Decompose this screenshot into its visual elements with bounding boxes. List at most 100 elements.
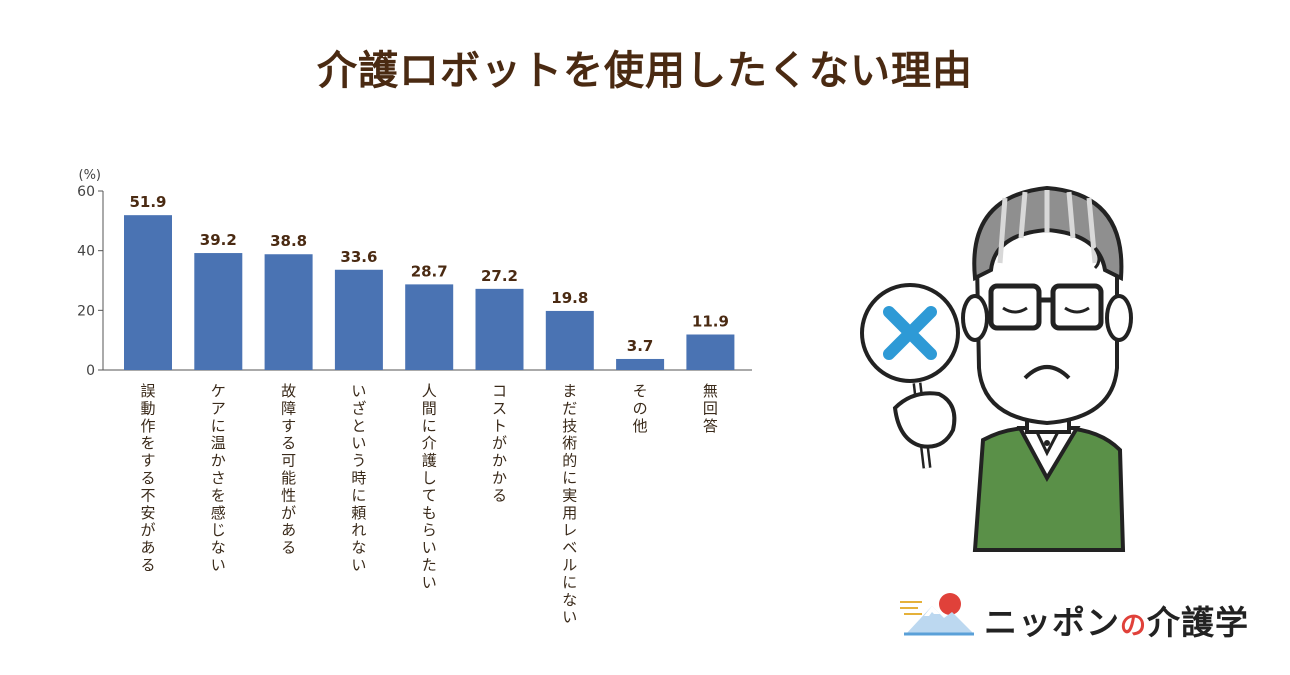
svg-text:か: か [492, 452, 507, 470]
elderly-man-illustration [860, 185, 1133, 552]
svg-text:い: い [351, 434, 366, 452]
svg-text:そ: そ [633, 382, 648, 400]
svg-text:他: 他 [633, 417, 648, 435]
svg-text:に: に [211, 417, 226, 435]
svg-text:ベ: ベ [562, 539, 577, 557]
svg-text:能: 能 [281, 469, 296, 487]
svg-text:る: る [140, 556, 155, 574]
svg-text:る: る [140, 469, 155, 487]
y-tick-label: 0 [86, 363, 95, 379]
svg-text:ア: ア [211, 399, 226, 417]
svg-text:性: 性 [281, 486, 296, 504]
bar [264, 254, 313, 370]
svg-text:な: な [562, 591, 577, 609]
svg-text:が: が [281, 504, 296, 522]
svg-text:誤: 誤 [140, 382, 155, 400]
bar-value-label: 3.7 [627, 337, 654, 355]
bar [194, 253, 243, 370]
svg-text:レ: レ [562, 521, 577, 539]
category-label: 無回答 [703, 382, 718, 435]
svg-text:に: に [562, 573, 577, 591]
svg-text:か: か [492, 469, 507, 487]
svg-text:い: い [351, 382, 366, 400]
bar [686, 334, 735, 370]
svg-text:た: た [422, 556, 437, 574]
svg-text:あ: あ [281, 521, 296, 539]
bar [124, 215, 172, 370]
svg-text:可: 可 [281, 452, 296, 470]
svg-text:ル: ル [562, 556, 577, 574]
svg-text:技: 技 [562, 417, 577, 435]
svg-text:実: 実 [562, 486, 577, 504]
svg-text:に: に [422, 417, 437, 435]
svg-text:す: す [281, 417, 296, 435]
logo-text-b: 介護学 [1147, 603, 1250, 642]
svg-text:う: う [351, 452, 366, 470]
chart-title: 介護ロボットを使用したくない理由 [317, 48, 973, 94]
svg-text:術: 術 [562, 434, 577, 452]
svg-text:い: い [211, 556, 226, 574]
bar-value-label: 33.6 [340, 248, 377, 266]
svg-text:頼: 頼 [351, 504, 366, 522]
svg-text:障: 障 [281, 399, 296, 417]
svg-text:ケ: ケ [211, 382, 226, 400]
svg-text:い: い [422, 573, 437, 591]
svg-text:護: 護 [422, 452, 437, 470]
svg-text:ス: ス [492, 399, 507, 417]
svg-text:れ: れ [351, 521, 366, 539]
y-tick-label: 60 [77, 184, 95, 200]
svg-text:温: 温 [211, 434, 226, 452]
svg-text:い: い [422, 539, 437, 557]
svg-text:し: し [422, 469, 437, 487]
svg-text:が: が [492, 434, 507, 452]
category-label: その他 [633, 382, 648, 435]
svg-text:が: が [140, 521, 155, 539]
svg-text:い: い [562, 608, 577, 626]
svg-text:ま: ま [562, 382, 577, 400]
svg-text:い: い [351, 556, 366, 574]
svg-text:安: 安 [140, 504, 155, 522]
svg-text:コ: コ [492, 382, 507, 400]
logo-text: ニッポンの介護学 [984, 596, 1249, 644]
svg-text:を: を [140, 434, 155, 452]
svg-text:回: 回 [703, 399, 718, 417]
bar-value-label: 19.8 [551, 289, 588, 307]
bar-value-label: 38.8 [270, 232, 307, 250]
bar-value-label: 28.7 [411, 262, 448, 280]
svg-text:に: に [351, 486, 366, 504]
svg-text:に: に [562, 469, 577, 487]
svg-text:時: 時 [351, 469, 366, 487]
svg-text:人: 人 [422, 382, 437, 400]
svg-text:ト: ト [492, 417, 507, 435]
bar-value-label: 39.2 [200, 231, 237, 249]
svg-text:る: る [281, 434, 296, 452]
svg-text:の: の [633, 399, 648, 417]
svg-text:的: 的 [562, 452, 577, 470]
bar-value-label: 27.2 [481, 267, 518, 285]
svg-text:介: 介 [422, 434, 437, 452]
svg-text:じ: じ [211, 521, 226, 539]
svg-text:て: て [422, 486, 437, 504]
svg-text:感: 感 [211, 504, 226, 522]
svg-text:す: す [140, 452, 155, 470]
svg-text:動: 動 [140, 399, 155, 417]
svg-text:間: 間 [422, 399, 437, 417]
svg-text:だ: だ [562, 399, 577, 417]
bar [334, 269, 383, 370]
svg-text:不: 不 [140, 486, 155, 504]
svg-text:無: 無 [703, 382, 718, 400]
x-mark-icon [883, 306, 937, 360]
logo-text-no: の [1120, 611, 1148, 641]
bar [616, 358, 665, 370]
brand-logo: ニッポンの介護学 [898, 590, 1258, 642]
bar-value-label: 11.9 [692, 312, 729, 330]
mount-fuji-sun-icon [900, 593, 974, 636]
svg-text:ら: ら [422, 521, 437, 539]
